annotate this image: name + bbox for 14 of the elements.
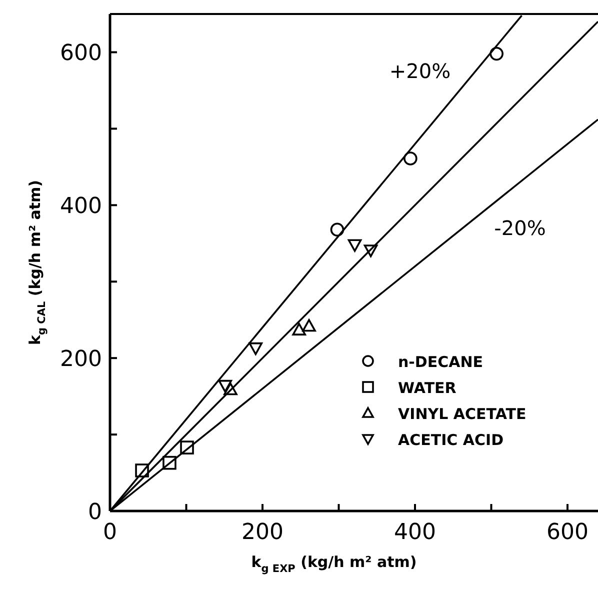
y-tick-label: 600 <box>60 41 102 66</box>
annotation: -20% <box>494 216 546 240</box>
x-tick-label: 200 <box>242 520 284 545</box>
annotation: +20% <box>389 59 451 83</box>
x-axis-title: k$_{g EXP}$ (kg/h m² atm) <box>251 553 417 575</box>
legend-label: ACETIC ACID <box>398 431 504 449</box>
y-tick-label: 200 <box>60 347 102 372</box>
y-tick-label: 400 <box>60 194 102 220</box>
legend-label: VINYL ACETATE <box>398 405 526 423</box>
x-tick-label: 600 <box>546 520 588 545</box>
legend-label: n-DECANE <box>398 353 484 371</box>
legend-label: WATER <box>398 379 457 397</box>
y-tick-label: 0 <box>88 500 102 525</box>
x-tick-label: 400 <box>394 520 436 545</box>
